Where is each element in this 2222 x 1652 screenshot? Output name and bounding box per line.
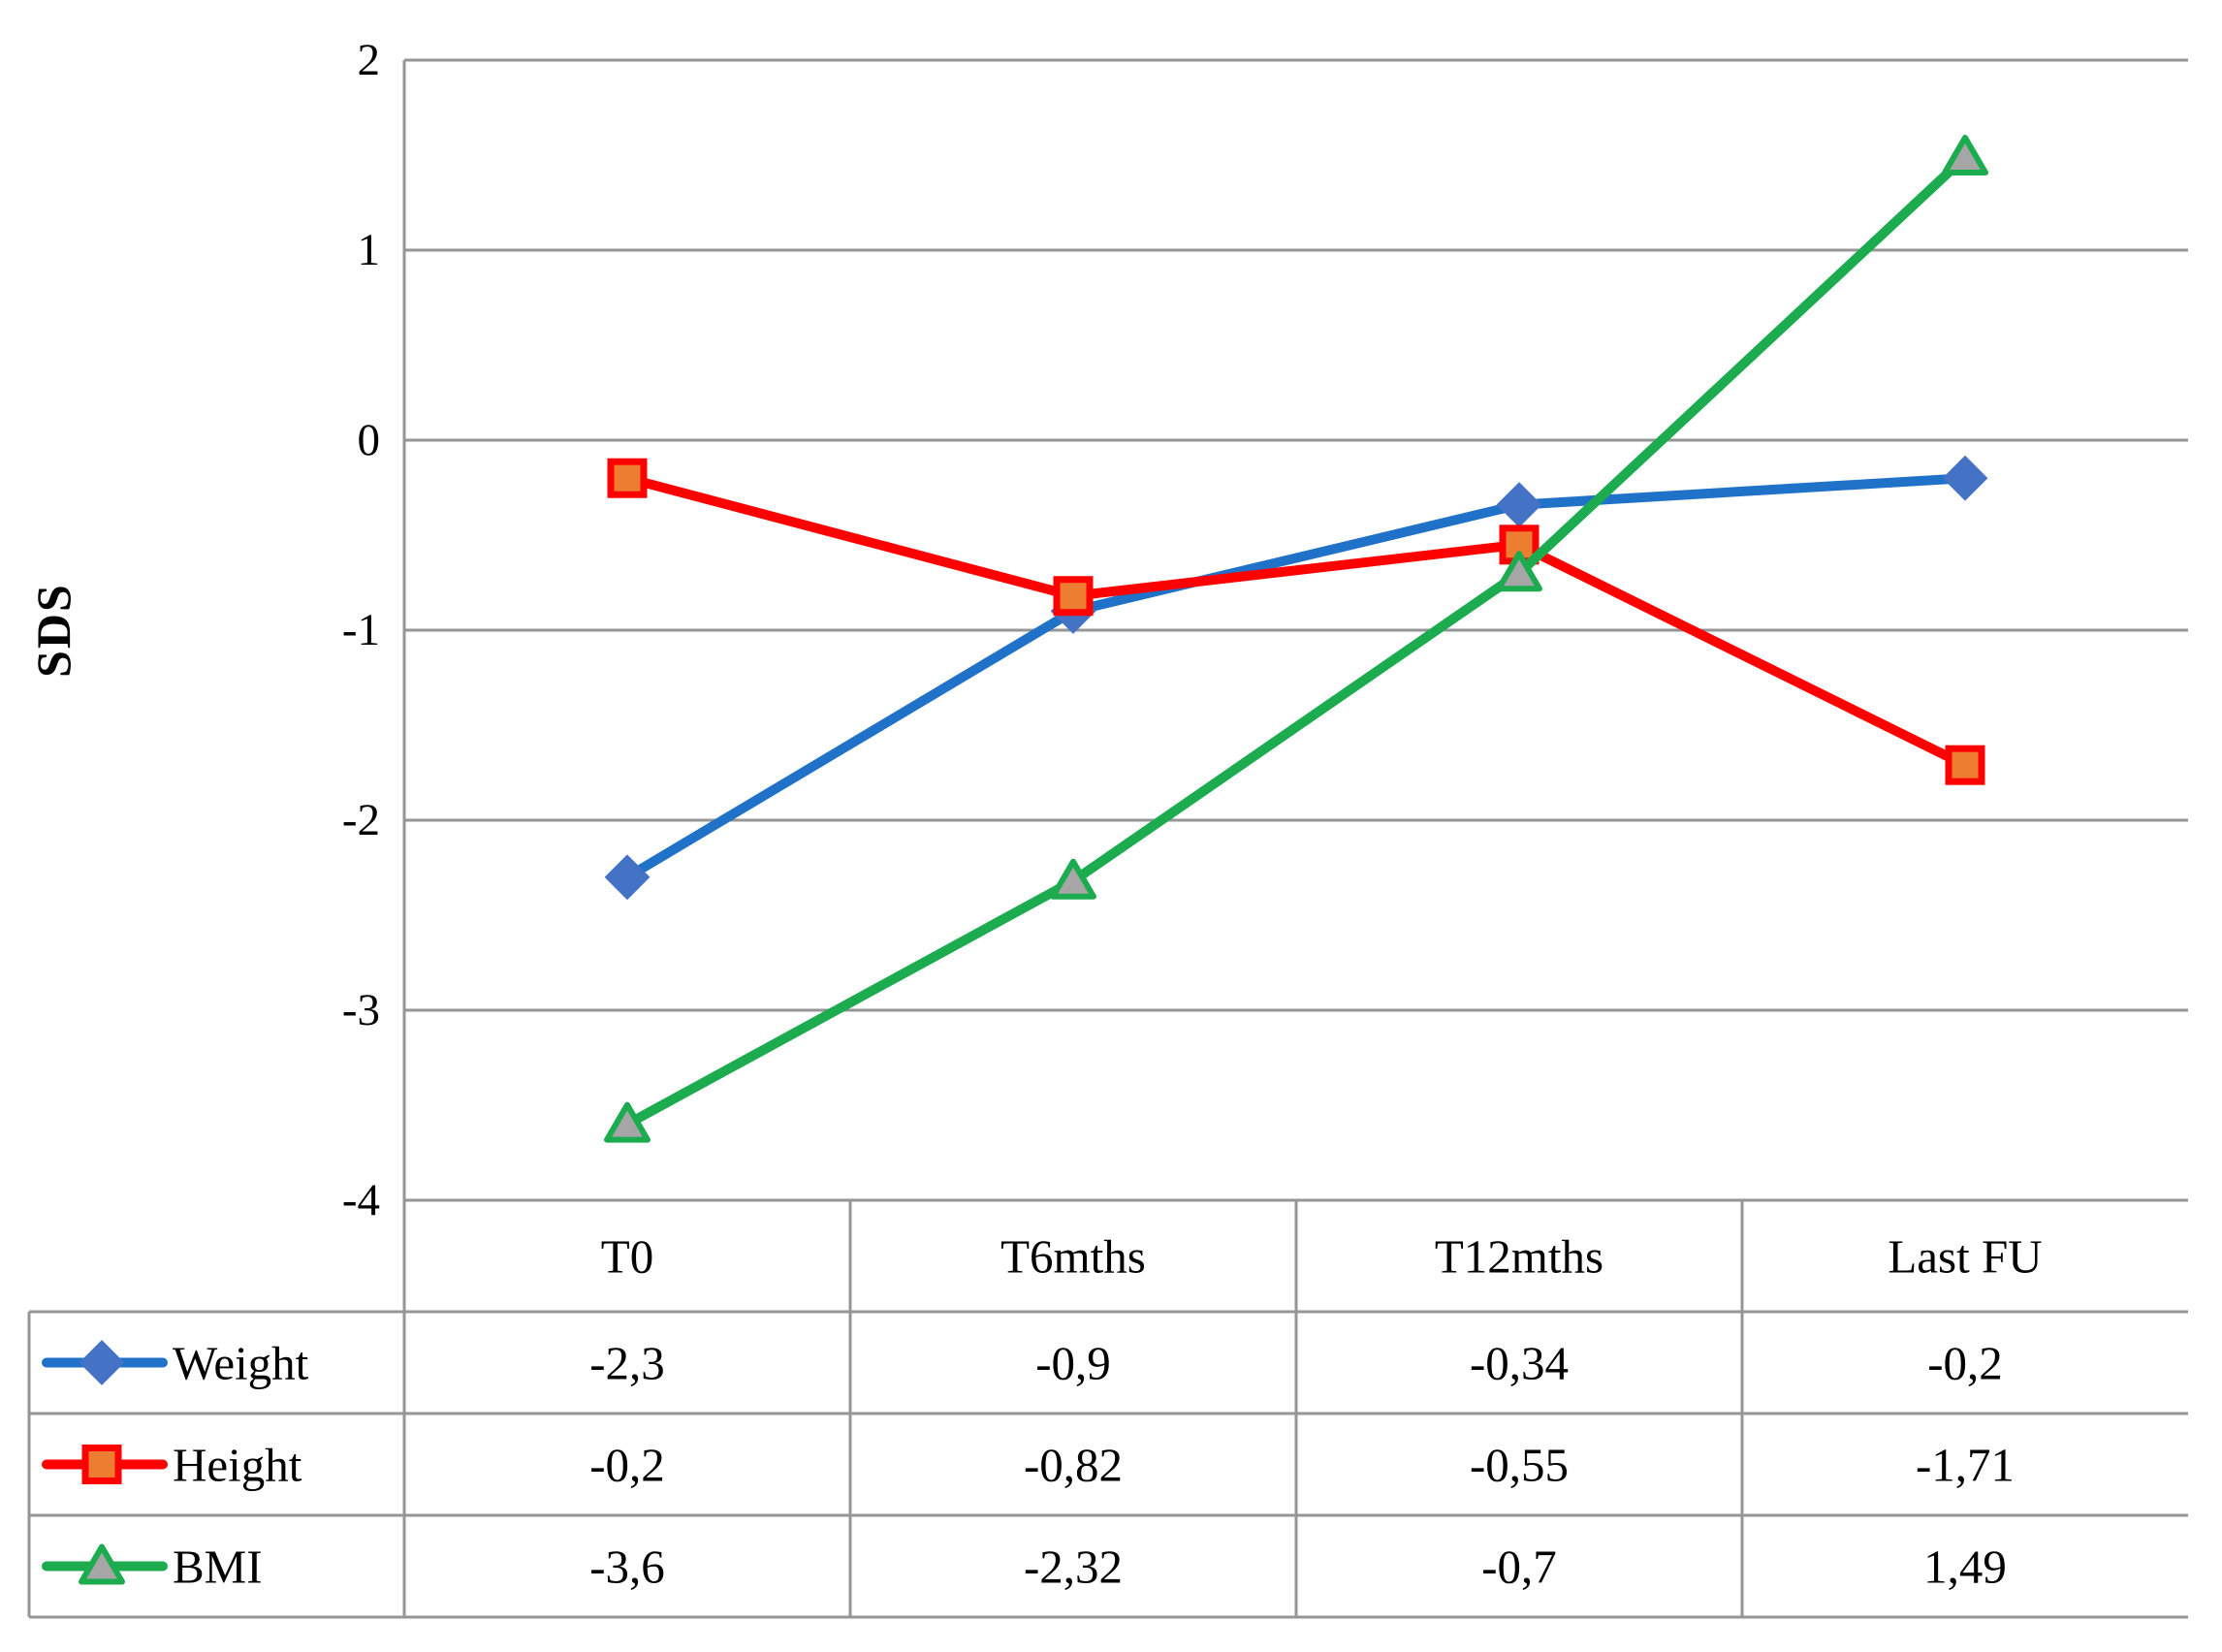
height-legend-key-marker: [81, 1445, 122, 1484]
series-layer: [42, 134, 1988, 1585]
table-header-t12mths: T12mths: [1435, 1230, 1603, 1284]
table-value-height-fu: -1,71: [1916, 1439, 2015, 1492]
bmi-marker: [604, 1101, 651, 1143]
table-value-height-t12: -0,55: [1470, 1439, 1569, 1492]
y-tick-label: -4: [342, 1175, 380, 1225]
table-header-t6mths: T6mths: [1000, 1230, 1146, 1284]
legend-label-bmi: BMI: [173, 1541, 263, 1594]
weight-marker: [1496, 482, 1542, 528]
table-value-bmi-fu: 1,49: [1923, 1541, 2007, 1594]
bmi-series-line: [622, 151, 1970, 1129]
weight-marker: [604, 854, 651, 901]
bmi-marker: [1942, 134, 1988, 175]
table-value-bmi-t0: -3,6: [589, 1541, 665, 1594]
y-tick-label: 1: [358, 225, 381, 275]
height-marker: [607, 458, 648, 498]
weight-legend-key-marker: [79, 1340, 125, 1385]
table-value-height-t0: -0,2: [589, 1439, 665, 1492]
weight-series-line: [622, 473, 1970, 882]
bmi-marker: [1496, 551, 1542, 592]
bmi-marker: [1050, 858, 1096, 900]
table-header-lastfu: Last FU: [1888, 1230, 2042, 1284]
table-value-weight-fu: -0,2: [1927, 1337, 2003, 1390]
y-tick-label: -3: [342, 985, 380, 1035]
table-value-bmi-t12: -0,7: [1481, 1541, 1557, 1594]
height-series-line: [622, 473, 1970, 771]
y-tick-label: -1: [342, 605, 380, 655]
height-marker: [1053, 576, 1094, 617]
table-value-weight-t0: -2,3: [589, 1337, 665, 1390]
weight-marker: [1942, 455, 1988, 501]
table-value-weight-t6: -0,9: [1035, 1337, 1111, 1390]
y-axis-title: SDS: [26, 583, 80, 678]
height-marker: [1945, 745, 1985, 785]
table-header-t0: T0: [601, 1230, 653, 1284]
table-value-weight-t12: -0,34: [1470, 1337, 1569, 1390]
grid-and-table-lines: [27, 58, 2188, 1619]
bmi-legend-key-marker: [79, 1543, 125, 1585]
table-value-bmi-t6: -2,32: [1024, 1541, 1123, 1594]
legend-label-weight: Weight: [173, 1337, 309, 1390]
legend-label-height: Height: [173, 1439, 302, 1492]
y-tick-label: -2: [342, 795, 380, 845]
y-tick-label: 2: [358, 35, 381, 85]
table-value-height-t6: -0,82: [1024, 1439, 1123, 1492]
y-tick-label: 0: [358, 415, 381, 465]
